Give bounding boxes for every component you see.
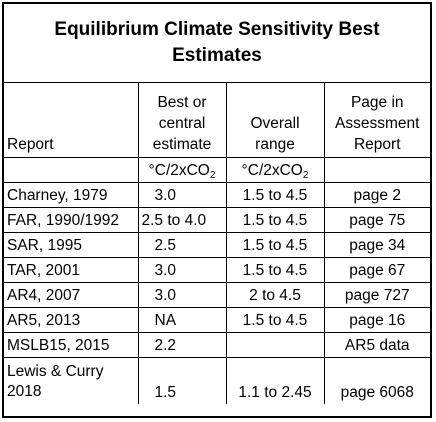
header-row: Report Best or central estimate Overall … (4, 82, 430, 158)
title-row: Equilibrium Climate Sensitivity Best Est… (4, 4, 430, 83)
cell-range: 1.5 to 4.5 (225, 232, 325, 258)
header-best-estimate: Best or central estimate (137, 82, 227, 158)
units-best-sub: 2 (209, 169, 216, 181)
cell-best: NA (137, 307, 227, 333)
cell-report: Lewis & Curry 2018 (4, 357, 139, 404)
cell-best: 1.5 (137, 357, 227, 404)
cell-page: page 34 (323, 232, 430, 258)
cell-report: AR4, 2007 (4, 282, 139, 308)
table-row: SAR, 1995 2.5 1.5 to 4.5 page 34 (4, 232, 430, 258)
cell-range: 1.5 to 4.5 (225, 182, 325, 208)
cell-page: page 75 (323, 207, 430, 233)
units-page-empty-cell (323, 157, 430, 183)
cell-page: page 6068 (323, 357, 430, 404)
cell-report: Charney, 1979 (4, 182, 139, 208)
table-row: AR4, 2007 3.0 2 to 4.5 page 727 (4, 282, 430, 308)
units-row: °C/2xCO2 °C/2xCO2 (4, 157, 430, 183)
ecs-table: Equilibrium Climate Sensitivity Best Est… (4, 4, 430, 404)
cell-range: 2 to 4.5 (225, 282, 325, 308)
cell-range: 1.5 to 4.5 (225, 257, 325, 283)
units-range-text: °C/2xCO (241, 161, 303, 179)
cell-best: 2.5 to 4.0 (137, 207, 227, 233)
table-row: AR5, 2013 NA 1.5 to 4.5 page 16 (4, 307, 430, 333)
cell-best: 3.0 (137, 257, 227, 283)
cell-page: AR5 data (323, 332, 430, 358)
cell-report: AR5, 2013 (4, 307, 139, 333)
units-best: °C/2xCO2 (137, 157, 227, 183)
cell-report: MSLB15, 2015 (4, 332, 139, 358)
cell-range (225, 332, 325, 358)
header-report: Report (4, 82, 139, 158)
table-row: Charney, 1979 3.0 1.5 to 4.5 page 2 (4, 182, 430, 208)
header-overall-range: Overall range (225, 82, 325, 158)
cell-best: 2.2 (137, 332, 227, 358)
units-empty-cell (4, 157, 139, 183)
table-row: FAR, 1990/1992 2.5 to 4.0 1.5 to 4.5 pag… (4, 207, 430, 233)
units-range: °C/2xCO2 (225, 157, 325, 183)
cell-range: 1.1 to 2.45 (225, 357, 325, 404)
header-page: Page in Assessment Report (323, 82, 430, 158)
cell-page: page 727 (323, 282, 430, 308)
table-title: Equilibrium Climate Sensitivity Best Est… (4, 4, 430, 83)
cell-report: SAR, 1995 (4, 232, 139, 258)
cell-range: 1.5 to 4.5 (225, 207, 325, 233)
units-range-sub: 2 (302, 169, 309, 181)
ecs-table-frame: Equilibrium Climate Sensitivity Best Est… (2, 2, 432, 418)
cell-best: 3.0 (137, 182, 227, 208)
table-row: MSLB15, 2015 2.2 AR5 data (4, 332, 430, 358)
cell-report: TAR, 2001 (4, 257, 139, 283)
table-row: Lewis & Curry 2018 1.5 1.1 to 2.45 page … (4, 357, 430, 404)
cell-page: page 67 (323, 257, 430, 283)
cell-range: 1.5 to 4.5 (225, 307, 325, 333)
cell-page: page 16 (323, 307, 430, 333)
cell-report: FAR, 1990/1992 (4, 207, 139, 233)
units-best-text: °C/2xCO (148, 161, 210, 179)
cell-best: 3.0 (137, 282, 227, 308)
cell-best: 2.5 (137, 232, 227, 258)
table-row: TAR, 2001 3.0 1.5 to 4.5 page 67 (4, 257, 430, 283)
cell-page: page 2 (323, 182, 430, 208)
